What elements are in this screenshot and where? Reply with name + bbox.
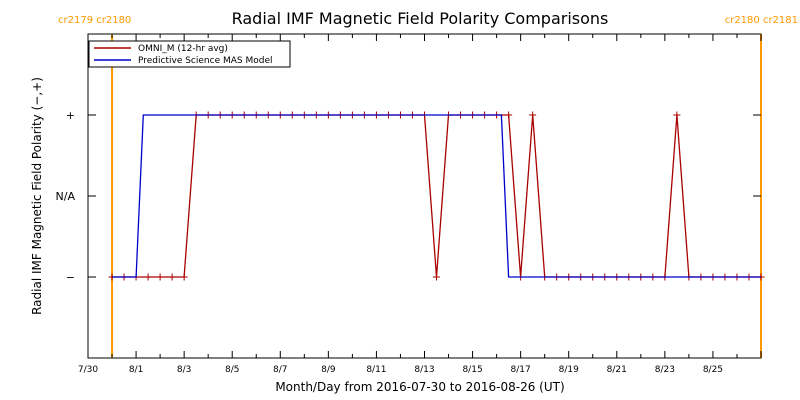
x-tick-label: 8/25 (703, 365, 723, 375)
data-point (180, 273, 188, 281)
x-tick-label: 8/23 (655, 365, 675, 375)
x-tick-label: 8/9 (321, 365, 336, 375)
plot-area (87, 33, 762, 359)
series-line-0 (112, 114, 761, 278)
x-tick-label: 8/3 (177, 365, 191, 375)
data-point (156, 273, 164, 281)
x-ticks: 7/30 8/1 8/3 8/5 8/7 8/9 8/11 8/13 8/15 8/17 8/19 8… (78, 34, 762, 375)
series-lines (108, 111, 765, 281)
carrington-label: cr2179 cr2180 (58, 15, 131, 26)
x-tick-label: 8/7 (273, 365, 287, 375)
x-tick-label: 8/11 (366, 365, 386, 375)
data-point (144, 273, 152, 281)
legend-box (88, 40, 291, 68)
x-tick-label: 8/21 (607, 365, 627, 375)
legend: OMNI_M (12-hr avg) Predictive Science MA… (88, 40, 291, 68)
data-point (168, 273, 176, 281)
chart-title: Radial IMF Magnetic Field Polarity Compa… (232, 9, 609, 28)
data-point (529, 111, 537, 119)
x-tick-label: 8/13 (414, 365, 434, 375)
carrington-label: cr2180 cr2181 (725, 15, 798, 26)
y-axis-label: Radial IMF Magnetic Field Polarity (−,+) (30, 77, 44, 315)
data-point (673, 111, 681, 119)
plot-frame (87, 33, 762, 359)
x-axis-label: Month/Day from 2016-07-30 to 2016-08-26 … (275, 380, 564, 394)
x-tick-label: 8/1 (129, 365, 143, 375)
legend-label-omni: OMNI_M (12-hr avg) (138, 44, 228, 54)
x-tick-label: 8/19 (559, 365, 579, 375)
data-point (433, 273, 441, 281)
x-tick-label: 8/5 (225, 365, 239, 375)
y-tick-label: N/A (56, 190, 76, 203)
x-tick-label: 8/17 (511, 365, 531, 375)
x-tick-label: 7/30 (78, 365, 98, 375)
y-tick-label: + (66, 109, 75, 122)
x-tick-label: 8/15 (462, 365, 482, 375)
data-point (505, 111, 513, 119)
legend-label-mas: Predictive Science MAS Model (138, 56, 273, 66)
y-tick-label: − (66, 271, 75, 284)
series-line-1 (112, 114, 761, 278)
y-ticks: + N/A − (56, 109, 761, 284)
